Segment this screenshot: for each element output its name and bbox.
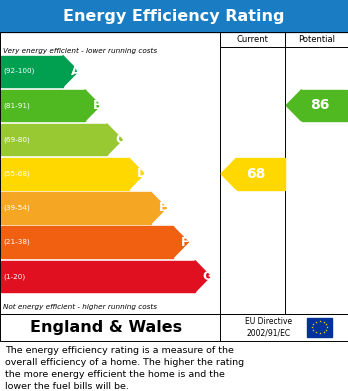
Bar	[1, 90, 85, 121]
Text: (92-100): (92-100)	[3, 68, 35, 75]
Bar	[1, 124, 107, 155]
Text: 86: 86	[310, 99, 330, 113]
Polygon shape	[85, 90, 100, 121]
Text: (81-91): (81-91)	[3, 102, 30, 109]
Text: D: D	[136, 167, 147, 180]
Bar	[0, 0, 348, 32]
Polygon shape	[107, 124, 122, 155]
Text: E: E	[159, 201, 168, 215]
Polygon shape	[173, 226, 188, 258]
Text: The energy efficiency rating is a measure of the
overall efficiency of a home. T: The energy efficiency rating is a measur…	[5, 346, 244, 391]
Bar	[0, 32, 348, 314]
Polygon shape	[151, 192, 166, 224]
Bar	[0, 314, 348, 341]
Bar	[1, 158, 129, 190]
Text: 68: 68	[247, 167, 266, 181]
Bar	[307, 318, 332, 337]
Text: EU Directive
2002/91/EC: EU Directive 2002/91/EC	[245, 317, 292, 338]
Polygon shape	[195, 261, 211, 292]
Polygon shape	[63, 56, 78, 87]
Text: Potential: Potential	[298, 35, 335, 44]
Text: (55-68): (55-68)	[3, 170, 30, 177]
Polygon shape	[286, 90, 302, 121]
Text: C: C	[115, 133, 124, 146]
Bar	[1, 192, 151, 224]
Bar	[1, 261, 195, 292]
Polygon shape	[129, 158, 144, 190]
Bar	[1, 56, 63, 87]
Text: England & Wales: England & Wales	[30, 320, 182, 335]
Text: (39-54): (39-54)	[3, 205, 30, 211]
Bar	[0, 32, 348, 314]
Text: G: G	[203, 270, 213, 283]
Bar	[0, 314, 348, 341]
Bar	[237, 158, 285, 190]
Text: Current: Current	[237, 35, 269, 44]
Text: (1-20): (1-20)	[3, 273, 26, 280]
Text: (21-38): (21-38)	[3, 239, 30, 246]
Text: B: B	[93, 99, 102, 112]
Text: Not energy efficient - higher running costs: Not energy efficient - higher running co…	[3, 304, 157, 310]
Text: Energy Efficiency Rating: Energy Efficiency Rating	[63, 9, 285, 23]
Text: A: A	[71, 65, 80, 78]
Text: Very energy efficient - lower running costs: Very energy efficient - lower running co…	[3, 48, 157, 54]
Bar	[302, 90, 347, 121]
Bar	[1, 226, 173, 258]
Text: (69-80): (69-80)	[3, 136, 30, 143]
Polygon shape	[221, 158, 237, 190]
Text: F: F	[181, 236, 190, 249]
